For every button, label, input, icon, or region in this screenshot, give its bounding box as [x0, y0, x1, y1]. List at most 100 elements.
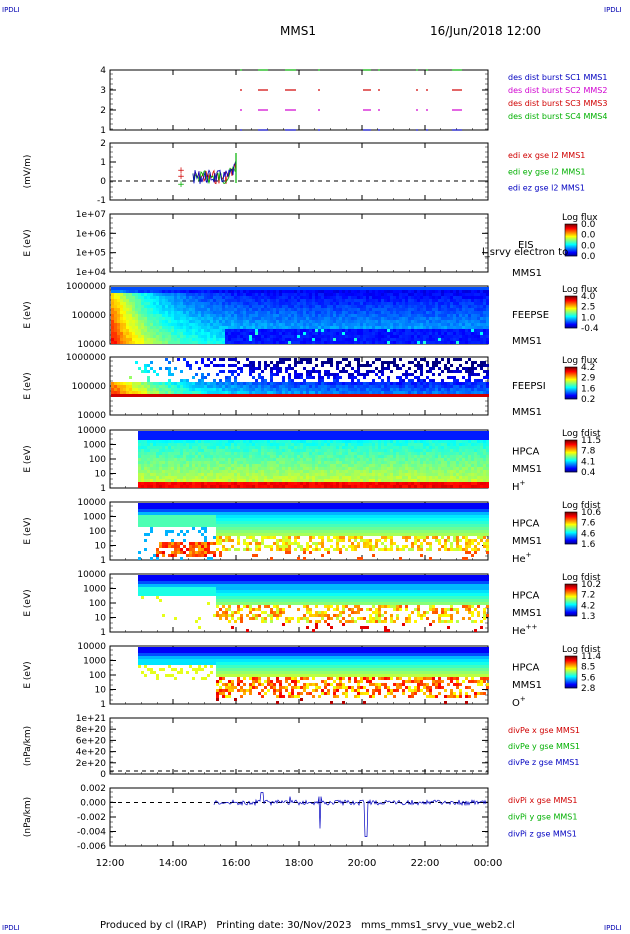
legend-edi-1: edi ey gse l2 MMS1 [508, 167, 586, 176]
ytick-eis-0: 1e+04 [76, 268, 107, 278]
time-tick-6: 00:00 [474, 858, 503, 869]
colorbar-tick-feepsi-2: 1.6 [581, 384, 596, 394]
colorbar-title-hpca_he: Log fdist [562, 501, 601, 511]
legend-divpi-0: divPi x gse MMS1 [508, 796, 577, 805]
ylabel-eis: E (eV) [23, 229, 33, 256]
ytick-eis-1: 1e+05 [76, 249, 106, 259]
panel-label-hpca_h-2: H+ [512, 479, 526, 493]
divpi-series-z [213, 792, 487, 837]
colorbar-tick-hpca_o-2: 5.6 [581, 673, 596, 683]
colorbar-tick-hpca_hepp-1: 7.2 [581, 591, 595, 601]
colorbar-tick-eis-3: 0.0 [581, 252, 596, 262]
colorbar-tick-hpca_he-3: 1.6 [581, 540, 596, 550]
corner-label-bottom-right: IPDLI [604, 924, 622, 932]
panel-label-hpca_o-0: HPCA [512, 662, 540, 673]
panel-label-hpca_h-1: MMS1 [512, 464, 542, 475]
ytick-hpca_h-3: 1000 [83, 441, 106, 451]
ytick-hpca_he-1: 10 [95, 542, 107, 552]
colorbar-feepsi [564, 366, 578, 400]
colorbar-title-feepse: Log flux [562, 285, 598, 295]
ytick-divpe-0: 0 [100, 770, 106, 780]
ytick-hpca_hepp-3: 1000 [83, 585, 106, 595]
ylabel-divpe: (nPa/km) [23, 726, 33, 766]
ylabel-feepse: E (eV) [23, 301, 33, 328]
colorbar-eis [564, 223, 578, 257]
panel-label-hpca_o-1: MMS1 [512, 680, 542, 691]
heatmap-hpca_he [138, 503, 489, 560]
colorbar-tick-hpca_o-3: 2.8 [581, 684, 596, 694]
panel-label-hpca_hepp-1: MMS1 [512, 608, 542, 619]
ytick-availability-0: 1 [100, 126, 106, 136]
legend-availability-2: des dist burst SC3 MMS3 [508, 99, 607, 108]
colorbar-tick-eis-1: 0.0 [581, 231, 596, 241]
colorbar-tick-hpca_hepp-0: 10.2 [581, 580, 601, 590]
ytick-divpe-3: 6e+20 [76, 736, 107, 746]
heatmap-feepsi [111, 358, 489, 397]
colorbar-tick-feepsi-0: 4.2 [581, 363, 595, 373]
ytick-availability-3: 4 [100, 66, 106, 76]
ylabel-edi: (mV/m) [23, 155, 33, 189]
colorbar-tick-feepse-2: 1.0 [581, 313, 596, 323]
ytick-hpca_hepp-2: 100 [89, 599, 106, 609]
time-tick-1: 14:00 [159, 858, 188, 869]
legend-availability-3: des dist burst SC4 MMS4 [508, 112, 607, 121]
corner-label-top-right: IPDLI [604, 6, 622, 14]
eis-overlay-text: l_srvy electron to [482, 247, 568, 258]
ytick-divpe-4: 8e+20 [76, 725, 107, 735]
colorbar-tick-eis-2: 0.0 [581, 241, 596, 251]
panel-frame-10 [109, 787, 489, 847]
ytick-hpca_h-2: 100 [89, 455, 106, 465]
heatmap-hpca_o [138, 647, 489, 704]
panel-frame-0 [109, 69, 489, 131]
ytick-hpca_o-4: 10000 [77, 642, 106, 652]
colorbar-hpca_he [564, 511, 578, 545]
ytick-divpi-4: 0.002 [80, 784, 106, 794]
page-date: 16/Jun/2018 12:00 [430, 24, 542, 38]
ytick-hpca_he-3: 1000 [83, 513, 106, 523]
panel-label-feepse-1: MMS1 [512, 336, 542, 347]
legend-divpe-0: divPe x gse MMS1 [508, 726, 580, 735]
legend-divpi-1: divPi y gse MMS1 [508, 813, 577, 822]
corner-label-bottom-left: IPDLI [2, 924, 20, 932]
colorbar-tick-hpca_hepp-3: 1.3 [581, 612, 595, 622]
ytick-feepsi-1: 100000 [72, 382, 107, 392]
colorbar-tick-feepsi-3: 0.2 [581, 395, 595, 405]
colorbar-tick-hpca_h-1: 7.8 [581, 447, 596, 457]
ytick-hpca_h-1: 10 [95, 470, 107, 480]
ytick-hpca_hepp-0: 1 [100, 628, 106, 638]
colorbar-tick-hpca_h-2: 4.1 [581, 457, 595, 467]
colorbar-tick-hpca_he-1: 7.6 [581, 519, 596, 529]
colorbar-hpca_hepp [564, 583, 578, 617]
page-title: MMS1 [280, 24, 316, 38]
ytick-divpi-1: -0.004 [77, 828, 106, 838]
ytick-divpi-0: -0.006 [77, 842, 106, 852]
ytick-hpca_he-2: 100 [89, 527, 106, 537]
edi-series-2 [192, 160, 237, 184]
colorbar-tick-hpca_o-0: 11.4 [581, 652, 601, 662]
ytick-edi-2: 1 [100, 158, 106, 168]
heatmap-hpca_hepp [138, 575, 489, 632]
panel-label-feepsi-1: MMS1 [512, 407, 542, 418]
ytick-hpca_o-1: 10 [95, 686, 107, 696]
colorbar-tick-hpca_he-2: 4.6 [581, 529, 596, 539]
colorbar-tick-hpca_h-0: 11.5 [581, 436, 601, 446]
panel-frame-9 [109, 717, 489, 775]
ytick-eis-2: 1e+06 [76, 229, 107, 239]
ytick-eis-3: 1e+07 [76, 210, 106, 220]
colorbar-title-hpca_h: Log fdist [562, 429, 601, 439]
ytick-feepsi-0: 10000 [77, 411, 106, 421]
time-tick-5: 22:00 [411, 858, 440, 869]
colorbar-tick-feepse-3: -0.4 [581, 324, 599, 334]
corner-label-top-left: IPDLI [2, 6, 20, 14]
colorbar-title-feepsi: Log flux [562, 356, 598, 366]
ytick-hpca_h-0: 1 [100, 484, 106, 494]
ytick-feepsi-2: 1000000 [66, 353, 106, 363]
legend-edi-2: edi ez gse l2 MMS1 [508, 184, 585, 193]
legend-availability-1: des dist burst SC2 MMS2 [508, 86, 607, 95]
colorbar-title-eis: Log flux [562, 213, 598, 223]
legend-divpi-2: divPi z gse MMS1 [508, 829, 577, 838]
ytick-divpe-2: 4e+20 [76, 748, 107, 758]
colorbar-tick-feepsi-1: 2.9 [581, 374, 596, 384]
colorbar-tick-hpca_hepp-2: 4.2 [581, 601, 595, 611]
time-tick-3: 18:00 [285, 858, 314, 869]
